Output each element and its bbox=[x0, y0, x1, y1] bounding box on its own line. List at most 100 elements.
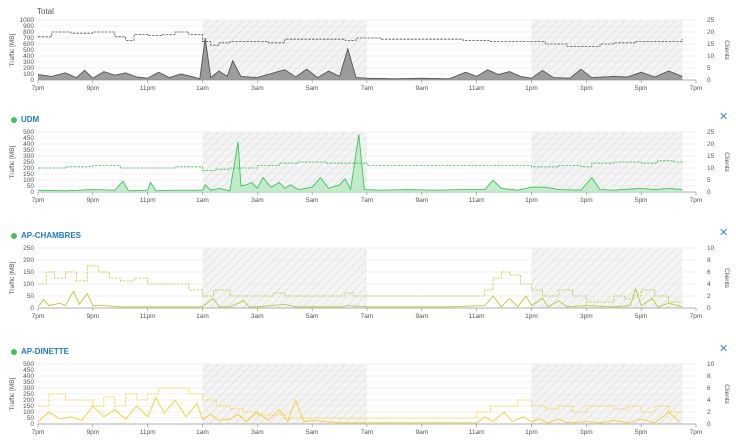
y2-tick-label: 10 bbox=[707, 245, 715, 252]
y-tick-label: 300 bbox=[23, 59, 34, 66]
y2-tick-label: 0 bbox=[707, 189, 711, 196]
night-band bbox=[202, 248, 367, 308]
x-tick-label: 7pm bbox=[690, 313, 703, 320]
y2-axis-label: Clients bbox=[723, 40, 730, 61]
chart-panel: Total 0 100 200 300 400 500 600 700 800 900 1000 0 5 1… bbox=[0, 0, 736, 104]
y2-tick-label: 5 bbox=[707, 65, 711, 72]
y-axis-label: Traffic [MB] bbox=[9, 377, 16, 410]
y-axis-label: Traffic [MB] bbox=[9, 261, 16, 294]
y2-tick-label: 2 bbox=[707, 409, 711, 416]
chart-title: Total bbox=[37, 7, 54, 16]
x-tick-label: 3am bbox=[251, 313, 264, 320]
y-tick-label: 500 bbox=[23, 129, 34, 136]
x-tick-label: 7pm bbox=[32, 197, 45, 204]
y2-tick-label: 25 bbox=[707, 17, 715, 24]
y-tick-label: 200 bbox=[23, 165, 34, 172]
x-tick-label: 3am bbox=[251, 85, 264, 92]
x-tick-label: 5am bbox=[306, 85, 319, 92]
x-tick-label: 5am bbox=[306, 197, 319, 204]
y2-tick-label: 0 bbox=[707, 77, 711, 84]
y-tick-label: 50 bbox=[27, 415, 35, 422]
y2-tick-label: 8 bbox=[707, 373, 711, 380]
x-tick-label: 7pm bbox=[32, 313, 45, 320]
y2-tick-label: 10 bbox=[707, 53, 715, 60]
y-tick-label: 100 bbox=[23, 71, 34, 78]
x-tick-label: 9am bbox=[416, 85, 429, 92]
y2-tick-label: 15 bbox=[707, 41, 715, 48]
chart-title: AP-DINETTE bbox=[21, 347, 69, 356]
y-tick-label: 450 bbox=[23, 367, 34, 374]
x-tick-label: 1am bbox=[196, 85, 209, 92]
y2-tick-label: 4 bbox=[707, 397, 711, 404]
x-tick-label: 11am bbox=[469, 85, 485, 92]
y-tick-label: 0 bbox=[30, 305, 34, 312]
y-tick-label: 800 bbox=[23, 29, 34, 36]
y-axis-label: Traffic [MB] bbox=[9, 145, 16, 178]
x-tick-label: 7am bbox=[361, 197, 374, 204]
x-tick-label: 3pm bbox=[580, 197, 593, 204]
x-tick-label: 1am bbox=[196, 313, 209, 320]
chart-svg: 0501001502002503003504004505000510152025… bbox=[9, 129, 730, 204]
chart-title: AP-CHAMBRES bbox=[21, 231, 81, 240]
y-tick-label: 1000 bbox=[20, 17, 35, 24]
close-icon[interactable]: ✕ bbox=[719, 343, 729, 355]
y-tick-label: 250 bbox=[23, 391, 34, 398]
close-icon[interactable]: ✕ bbox=[719, 227, 729, 239]
y-tick-label: 200 bbox=[23, 65, 34, 72]
x-tick-label: 3pm bbox=[580, 85, 593, 92]
status-dot-icon bbox=[11, 117, 17, 123]
y2-tick-label: 6 bbox=[707, 385, 711, 392]
y2-tick-label: 10 bbox=[707, 165, 715, 172]
x-tick-label: 7pm bbox=[32, 429, 45, 436]
y2-tick-label: 4 bbox=[707, 281, 711, 288]
y-tick-label: 100 bbox=[23, 281, 34, 288]
y2-tick-label: 25 bbox=[707, 129, 715, 136]
chart-svg: 0100200300400500600700800900100005101520… bbox=[9, 17, 730, 92]
traffic-series-line bbox=[37, 396, 680, 424]
x-tick-label: 5am bbox=[306, 429, 319, 436]
y-tick-label: 100 bbox=[23, 409, 34, 416]
y2-tick-label: 20 bbox=[707, 29, 715, 36]
chart-svg: 0501001502002503003504004505000246810Tra… bbox=[9, 361, 730, 436]
close-icon[interactable]: ✕ bbox=[719, 111, 729, 123]
night-band bbox=[531, 248, 683, 308]
y-tick-label: 500 bbox=[23, 361, 34, 368]
x-tick-label: 5pm bbox=[635, 429, 648, 436]
y-tick-label: 400 bbox=[23, 373, 34, 380]
x-tick-label: 1pm bbox=[525, 313, 538, 320]
traffic-series-line bbox=[37, 37, 683, 80]
y2-tick-label: 20 bbox=[707, 141, 715, 148]
y2-axis-label: Clients bbox=[723, 268, 730, 289]
x-tick-label: 1pm bbox=[525, 85, 538, 92]
x-tick-label: 7am bbox=[361, 429, 374, 436]
y-tick-label: 50 bbox=[27, 183, 35, 190]
x-tick-label: 1am bbox=[196, 197, 209, 204]
x-tick-label: 9pm bbox=[87, 197, 100, 204]
x-tick-label: 7pm bbox=[32, 85, 45, 92]
y-tick-label: 150 bbox=[23, 403, 34, 410]
x-tick-label: 7pm bbox=[690, 197, 703, 204]
x-tick-label: 9pm bbox=[87, 85, 100, 92]
x-tick-label: 1pm bbox=[525, 429, 538, 436]
y2-tick-label: 15 bbox=[707, 153, 715, 160]
x-tick-label: 11am bbox=[469, 429, 485, 436]
y-tick-label: 300 bbox=[23, 385, 34, 392]
traffic-area bbox=[38, 38, 683, 80]
y2-tick-label: 10 bbox=[707, 361, 715, 368]
x-tick-label: 11pm bbox=[140, 85, 156, 92]
clients-series-line bbox=[38, 160, 683, 171]
chart-title: UDM bbox=[21, 115, 40, 124]
x-tick-label: 9pm bbox=[87, 429, 100, 436]
y2-axis-label: Clients bbox=[723, 152, 730, 173]
y-tick-label: 150 bbox=[23, 269, 34, 276]
y-tick-label: 350 bbox=[23, 379, 34, 386]
x-tick-label: 1am bbox=[196, 429, 209, 436]
chart-svg: 0 50 100 150 200 250 0 2 4 6 8 10 Traffic [MB] Client… bbox=[9, 245, 730, 320]
x-tick-label: 1pm bbox=[525, 197, 538, 204]
x-tick-label: 9pm bbox=[87, 313, 100, 320]
y-tick-label: 600 bbox=[23, 41, 34, 48]
y2-tick-label: 5 bbox=[707, 177, 711, 184]
y2-tick-label: 2 bbox=[707, 293, 711, 300]
y-tick-label: 250 bbox=[23, 159, 34, 166]
y-tick-label: 400 bbox=[23, 141, 34, 148]
